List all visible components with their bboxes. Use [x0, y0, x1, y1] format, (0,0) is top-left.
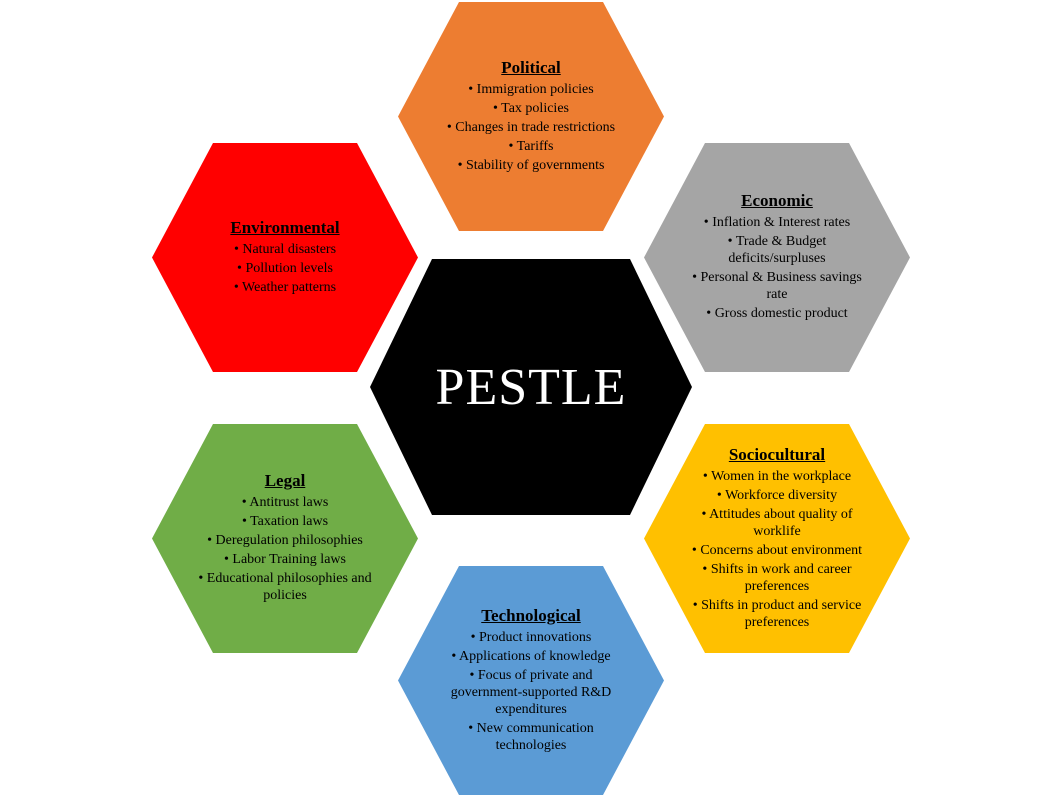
- environmental-title: Environmental: [230, 217, 340, 237]
- political-hexagon-shape: [398, 2, 664, 231]
- economic-list-item: • Inflation & Interest rates: [703, 215, 851, 230]
- technological-list-item: • Focus of private and government-suppor…: [450, 667, 612, 717]
- sociocultural-list-item: • Workforce diversity: [716, 487, 838, 503]
- legal-hexagon: Legal • Antitrust laws • Taxation laws • De…: [152, 424, 418, 653]
- economic-list-item: • Personal & Business savings rate: [692, 270, 862, 302]
- sociocultural-list-item: • Shifts in product and service preferen…: [692, 597, 862, 630]
- sociocultural-list: • Women in the workplace • Workforce dive…: [687, 468, 867, 633]
- political-list-item: • Tariffs: [508, 138, 554, 154]
- legal-list-item: • Taxation laws: [241, 514, 329, 529]
- political-list-item: • Stability of governments: [457, 157, 605, 173]
- sociocultural-hexagon-shape: [644, 424, 910, 653]
- legal-title: Legal: [264, 471, 306, 490]
- legal-list-item: • Educational philosophies and policies: [198, 571, 372, 603]
- political-list-item: • Changes in trade restrictions: [446, 119, 616, 135]
- center-label: PESTLE: [435, 358, 627, 416]
- legal-list-item: • Antitrust laws: [241, 495, 329, 510]
- sociocultural-title: Sociocultural: [728, 444, 826, 464]
- political-hexagon: Political • Immigration policies • Tax pol…: [398, 2, 664, 231]
- environmental-hexagon-shape: [152, 143, 418, 372]
- technological-list-item: • Applications of knowledge: [451, 648, 611, 664]
- technological-list-item: • Product innovations: [470, 629, 592, 645]
- legal-list: • Antitrust laws • Taxation laws • Deregul…: [195, 494, 375, 606]
- sociocultural-list-item: • Women in the workplace: [702, 468, 852, 484]
- technological-title: Technological: [481, 605, 581, 625]
- economic-hexagon: Economic • Inflation & Interest rates • Tr…: [644, 143, 910, 372]
- technological-hexagon-shape: [398, 566, 664, 795]
- environmental-list-item: • Natural disasters: [233, 241, 337, 257]
- legal-list-item: • Labor Training laws: [224, 552, 346, 567]
- technological-list: • Product innovations • Applications of k…: [446, 629, 616, 756]
- environmental-list: • Natural disasters • Pollution levels • W…: [200, 241, 370, 298]
- technological-hexagon: Technological • Product innovations • Appl…: [398, 566, 664, 795]
- political-list: • Immigration policies • Tax policies • Ch…: [446, 81, 616, 176]
- economic-list: • Inflation & Interest rates • Trade & Bu…: [687, 214, 867, 324]
- sociocultural-list-item: • Concerns about environment: [691, 542, 863, 558]
- legal-list-item: • Deregulation philosophies: [207, 533, 363, 548]
- sociocultural-list-item: • Attitudes about quality of worklife: [701, 506, 853, 539]
- economic-hexagon-shape: [644, 143, 910, 372]
- political-title: Political: [501, 57, 561, 77]
- center-hexagon-shape: [370, 259, 692, 515]
- legal-hexagon-shape: [152, 424, 418, 653]
- technological-list-item: • New communication technologies: [468, 720, 594, 753]
- economic-list-item: • Trade & Budget deficits/surpluses: [727, 234, 827, 266]
- sociocultural-list-item: • Shifts in work and career preferences: [702, 561, 852, 594]
- political-list-item: • Tax policies: [493, 100, 569, 116]
- sociocultural-hexagon: Sociocultural • Women in the workplace • W…: [644, 424, 910, 653]
- environmental-hexagon: Environmental • Natural disasters • Pollut…: [152, 143, 418, 372]
- environmental-list-item: • Pollution levels: [237, 260, 333, 276]
- political-list-item: • Immigration policies: [468, 81, 594, 97]
- environmental-list-item: • Weather patterns: [233, 279, 337, 295]
- economic-title: Economic: [741, 191, 813, 210]
- economic-list-item: • Gross domestic product: [706, 306, 848, 321]
